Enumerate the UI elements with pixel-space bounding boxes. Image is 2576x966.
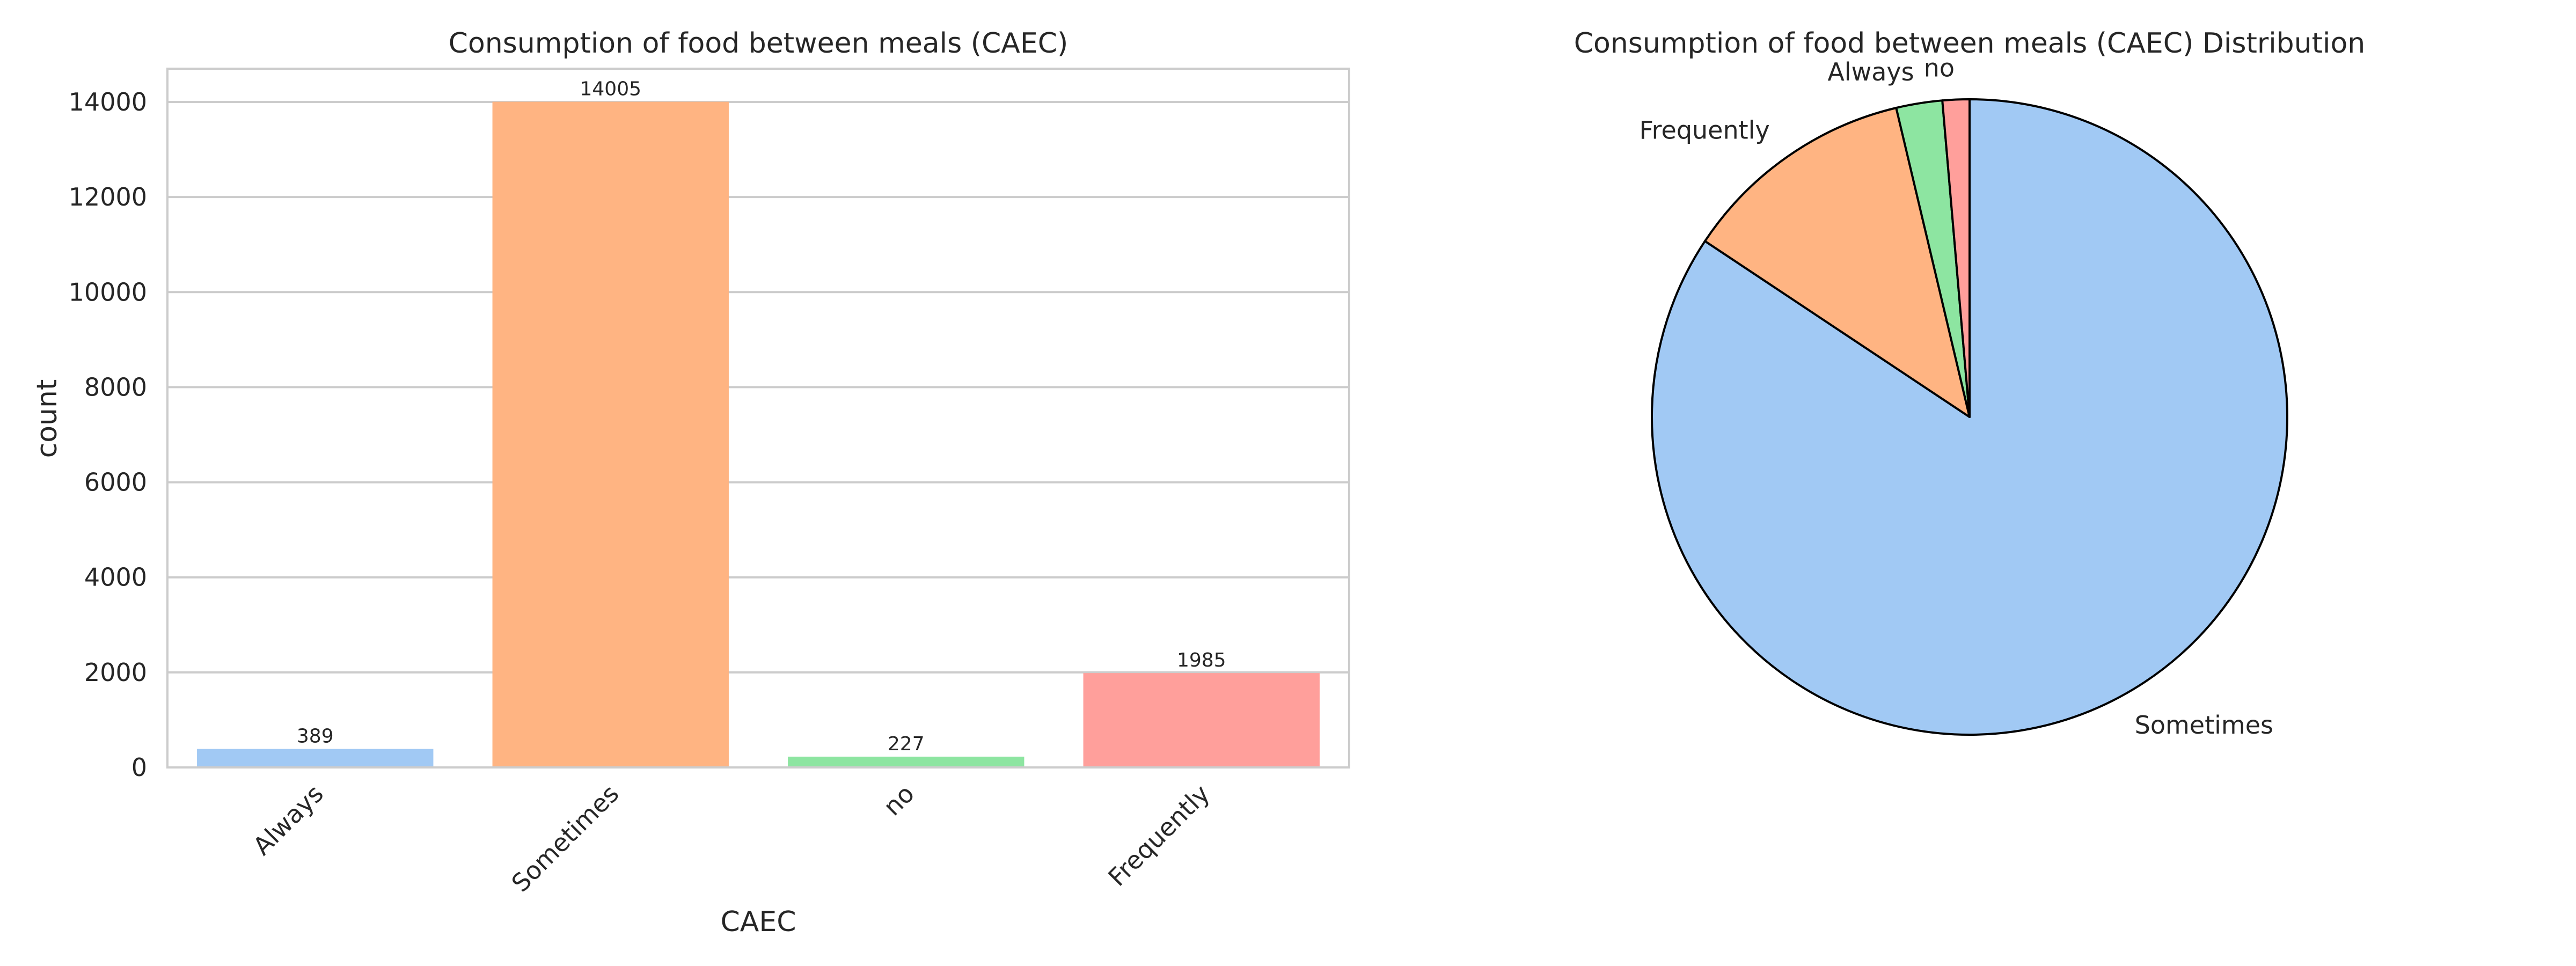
bar-chart-gridlines	[167, 101, 1349, 674]
pie-slice-label: no	[1924, 53, 1955, 82]
bar-value-label: 389	[297, 726, 334, 748]
pie-slice-no	[1941, 98, 1971, 418]
pie-chart-title: Consumption of food between meals (CAEC)…	[1574, 27, 2366, 60]
y-tick-label: 4000	[84, 563, 147, 592]
bar-chart: Consumption of food between meals (CAEC)…	[31, 27, 1350, 938]
bar-always	[197, 749, 434, 767]
pie-slice-label: Frequently	[1640, 116, 1770, 145]
bar-chart-y-ticks: 0 2000 4000 6000 8000 10000 12000 14000	[69, 87, 147, 782]
pie-chart-slices	[1651, 98, 2289, 736]
y-tick-label: 0	[131, 753, 147, 782]
y-tick-label: 12000	[69, 182, 147, 211]
bar-chart-x-axis-label: CAEC	[720, 906, 796, 938]
bar-value-label: 14005	[580, 78, 641, 100]
y-tick-label: 14000	[69, 87, 147, 116]
bar-chart-value-labels: 389 14005 227 1985	[297, 78, 1226, 755]
y-tick-label: 2000	[84, 658, 147, 687]
pie-slice-label: Always	[1827, 57, 1914, 86]
bar-value-label: 1985	[1177, 649, 1226, 671]
pie-chart-labels: Sometimes Frequently Always no	[1640, 53, 2273, 740]
bar-chart-title: Consumption of food between meals (CAEC)	[449, 27, 1069, 60]
pie-chart: Consumption of food between meals (CAEC)…	[1574, 27, 2366, 740]
bar-chart-frame	[166, 68, 1350, 769]
bar-value-label: 227	[888, 733, 925, 755]
bar-chart-y-axis-label: count	[31, 379, 63, 458]
pie-slice-label: Sometimes	[2135, 711, 2273, 740]
bar-frequently	[1083, 673, 1320, 767]
y-tick-label: 10000	[69, 277, 147, 306]
bar-chart-bars	[197, 101, 1320, 768]
pie-slice-frequently	[1703, 107, 1971, 418]
bar-sometimes	[492, 101, 729, 768]
y-tick-label: 6000	[84, 468, 147, 497]
y-tick-label: 8000	[84, 372, 147, 401]
bar-no	[788, 756, 1024, 767]
